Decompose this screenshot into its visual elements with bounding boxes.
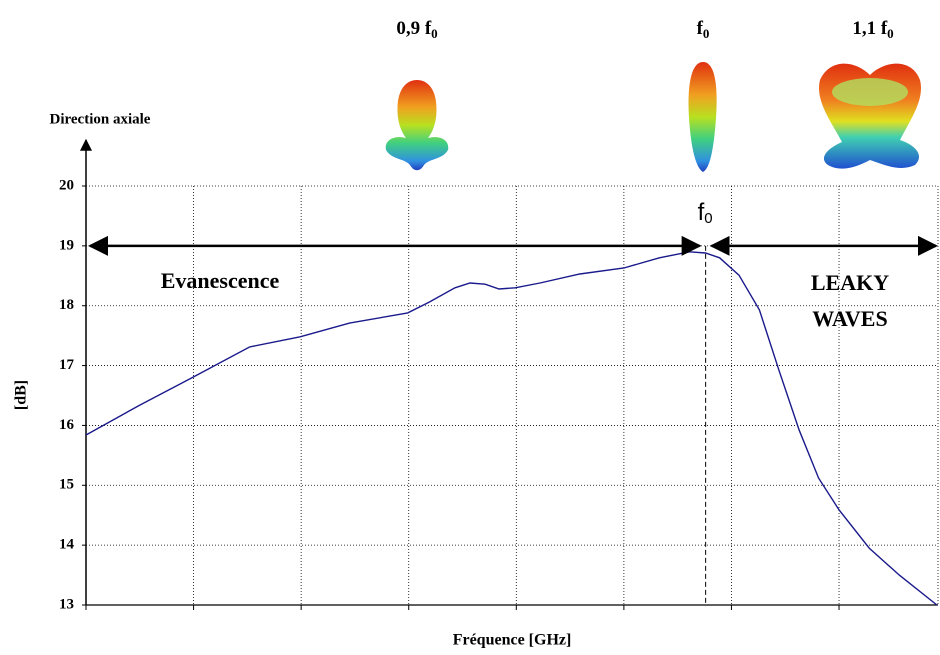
radiation-pattern	[385, 62, 921, 172]
axis-title: Direction axiale	[50, 111, 151, 127]
y-axis-label: [dB]	[13, 380, 30, 410]
y-tick-label: 20	[59, 177, 74, 193]
pattern-label: 1,1 f0	[852, 18, 893, 41]
y-tick-label: 18	[59, 297, 74, 313]
pattern-text: 1,1 f	[852, 18, 888, 39]
line-series	[85, 251, 938, 606]
region-label: Evanescence	[161, 268, 280, 293]
marker-sub: 0	[704, 210, 712, 227]
pattern-sub: 0	[431, 26, 438, 41]
marker-text: f	[698, 199, 705, 226]
y-tick-label: 16	[59, 417, 75, 433]
y-tick-label: 15	[59, 477, 74, 493]
pattern-sub: 0	[703, 26, 710, 41]
pattern-sub: 0	[887, 26, 894, 41]
y-tick-label: 13	[59, 596, 74, 612]
marker-label: f0	[698, 199, 713, 227]
y-tick-label: 19	[59, 237, 74, 253]
y-tick-label: 17	[59, 357, 75, 373]
pattern-text: f	[697, 18, 704, 39]
y-tick-label: 14	[59, 537, 75, 553]
pattern-text: 0,9 f	[396, 18, 432, 39]
x-axis-label: Fréquence [GHz]	[453, 632, 572, 649]
region-label: LEAKY WAVES	[811, 270, 889, 331]
pattern-label: 0,9 f0	[396, 18, 437, 41]
pattern-label: f0	[697, 18, 710, 41]
